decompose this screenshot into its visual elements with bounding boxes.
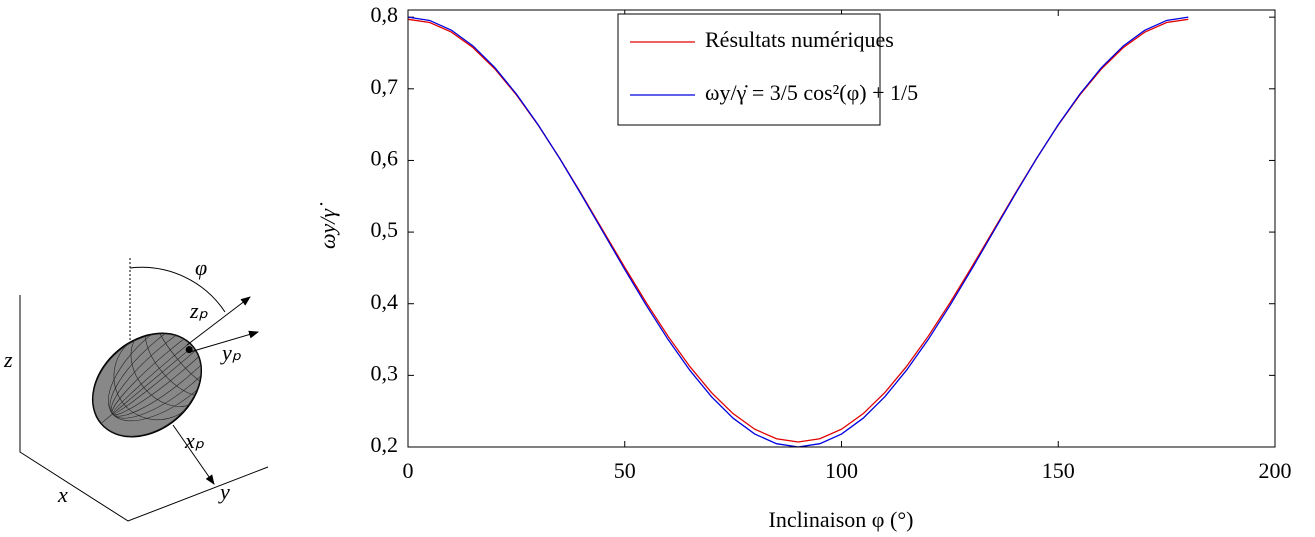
y-tick-label: 0,3: [371, 360, 399, 385]
legend-box: [617, 13, 881, 126]
xp-label: xₚ: [184, 428, 205, 453]
y-tick-label: 0,7: [371, 74, 399, 99]
y-tick-label: 0,8: [371, 2, 399, 27]
y-axis-title: ωy/γ̇: [315, 202, 340, 249]
x-tick-label: 50: [614, 458, 636, 483]
x-label: x: [57, 482, 68, 507]
x-tick-label: 200: [1259, 458, 1292, 483]
y-tick-label: 0,4: [371, 289, 399, 314]
zp-arrow: [186, 296, 251, 346]
y-tick-label: 0,6: [371, 145, 399, 170]
angle-label: φ: [195, 255, 207, 280]
plot-frame: [407, 9, 1276, 448]
legend-label: Résultats numériques: [705, 27, 894, 52]
x-tick-label: 150: [1042, 458, 1075, 483]
legend: Résultats numériques ωy/γ̇ = 3/5 cos²(φ) …: [617, 13, 918, 126]
x-tick-label: 0: [403, 458, 414, 483]
ellipsoid: [91, 311, 222, 438]
y-tick-label: 0,5: [371, 217, 399, 242]
angle-arc: [129, 266, 226, 313]
zp-label: zₚ: [189, 298, 209, 323]
y-tick-label: 0,2: [371, 432, 399, 457]
yp-label: yₚ: [220, 340, 242, 365]
x-axis-title: Inclinaison φ (°): [769, 507, 914, 532]
y-label: y: [218, 479, 230, 504]
legend-label: ωy/γ̇ = 3/5 cos²(φ) + 1/5: [705, 80, 918, 105]
x-tick-label: 100: [825, 458, 858, 483]
diagram: [19, 258, 269, 522]
yp-arrow: [189, 330, 259, 353]
xp-arrow: [172, 424, 215, 485]
frame-axes: [19, 295, 269, 522]
z-label: z: [3, 347, 13, 372]
